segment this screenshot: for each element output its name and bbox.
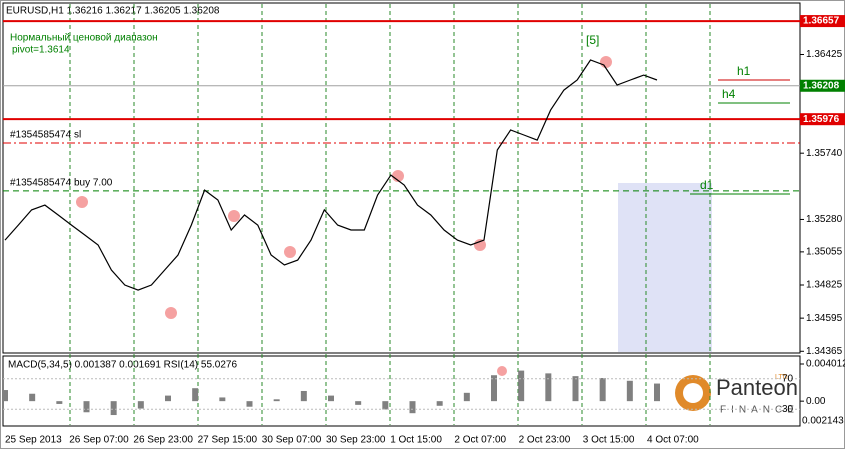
macd-bar: [83, 401, 90, 413]
level-label: #1354585474 buy 7.00: [10, 178, 113, 189]
x-tick-label: 26 Sep 23:00: [133, 435, 193, 446]
macd-bar: [273, 399, 280, 402]
x-tick-label: 3 Oct 15:00: [583, 435, 635, 446]
level-label: #1354585474 sl: [10, 130, 81, 141]
note: Нормальный ценовой диапазон: [10, 33, 158, 44]
macd-bar: [545, 373, 552, 402]
macd-bar: [328, 395, 334, 402]
macd-bar: [463, 392, 470, 402]
x-tick-label: 1 Oct 15:00: [390, 435, 442, 446]
price-box: [800, 79, 845, 92]
y-tick-label: 1.35055: [806, 247, 843, 258]
macd-bar: [572, 376, 579, 402]
x-tick-label: 4 Oct 07:00: [647, 435, 699, 446]
rsi-label: 70: [782, 373, 794, 384]
note: pivot=1.3614: [12, 45, 70, 56]
y-tick-label: 1.34365: [806, 346, 843, 357]
macd-bar: [137, 401, 144, 409]
macd-bar: [436, 401, 443, 406]
tf-label: h1: [737, 64, 751, 78]
y-tick-label: 1.35740: [806, 148, 843, 159]
y-tick-label: 0.00: [806, 396, 826, 407]
macd-bar: [110, 401, 117, 416]
pattern-label: [5]: [586, 33, 599, 47]
forecast-zone: [618, 183, 712, 352]
y-tick-label: 0.002143: [802, 416, 844, 427]
macd-bar: [246, 401, 253, 407]
macd-bar: [382, 401, 389, 410]
y-tick-label: 1.34595: [806, 313, 843, 324]
macd-bar: [409, 401, 416, 414]
macd-bar: [56, 401, 63, 404]
logo-badge: LTD: [775, 374, 788, 381]
macd-bar: [518, 370, 525, 402]
x-tick-label: 25 Sep 2013: [5, 435, 62, 446]
x-tick-label: 30 Sep 23:00: [326, 435, 386, 446]
logo-sub: FINANCE: [720, 405, 799, 416]
y-tick-label: 0.004012: [806, 359, 845, 370]
macd-bar: [491, 375, 497, 402]
price-box-label: 1.36208: [803, 80, 840, 91]
price-box-label: 1.35976: [803, 114, 840, 125]
price-box-label: 1.36657: [803, 16, 840, 27]
x-tick-label: 30 Sep 07:00: [262, 435, 322, 446]
price-box: [800, 113, 845, 126]
macd-bar: [355, 401, 362, 405]
tf-label: d1: [700, 178, 714, 192]
macd-bar: [626, 380, 633, 402]
macd-bar: [165, 395, 171, 402]
y-tick-label: 1.35280: [806, 214, 843, 225]
x-tick-label: 26 Sep 07:00: [69, 435, 129, 446]
macd-bar: [29, 393, 36, 402]
highlights: [76, 56, 612, 376]
tf-label: h4: [722, 87, 736, 101]
macd-bar: [219, 397, 226, 402]
price-line: [4, 59, 658, 291]
indicator-title: MACD(5,34,5) 0.001387 0.001691 RSI(14) 5…: [8, 360, 237, 371]
y-tick-label: 1.36425: [806, 49, 843, 60]
macd-bar: [654, 383, 660, 402]
main-panel: [2, 2, 801, 354]
macd-bar: [2, 390, 8, 402]
x-tick-label: 2 Oct 07:00: [454, 435, 506, 446]
y-tick-label: 1.34825: [806, 280, 843, 291]
header: EURUSD,H1 1.36216 1.36217 1.36205 1.3620…: [6, 6, 220, 17]
x-tick-label: 27 Sep 15:00: [198, 435, 258, 446]
price-box: [800, 15, 845, 28]
macd-bar: [300, 390, 307, 402]
macd-bar: [192, 388, 199, 402]
rsi-label: 30: [782, 404, 794, 415]
x-tick-label: 2 Oct 23:00: [519, 435, 571, 446]
macd-bar: [599, 378, 606, 402]
